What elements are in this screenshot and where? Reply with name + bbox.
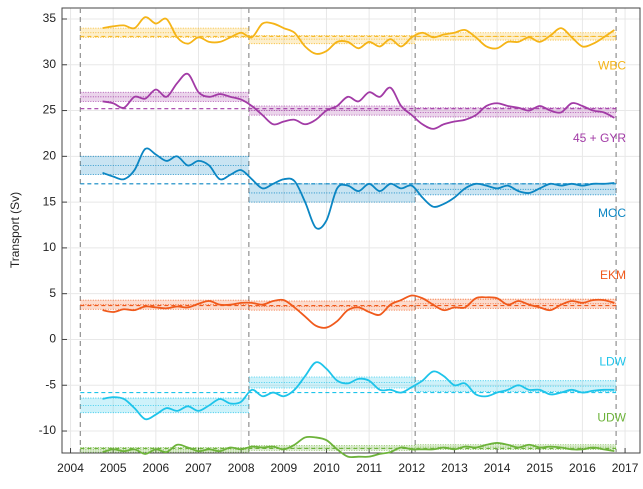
y-tick-label: 30: [43, 57, 57, 71]
x-tick-label: 2013: [441, 461, 468, 475]
period-band: [248, 35, 416, 44]
series-line: [102, 16, 615, 55]
y-tick-label: 25: [43, 103, 57, 117]
period-band: [80, 447, 249, 453]
series-label: MOC: [598, 206, 626, 220]
series-label: LDW: [599, 355, 626, 369]
y-tick-label: 10: [43, 240, 57, 254]
series-line: [102, 147, 615, 230]
period-band: [80, 300, 249, 310]
y-tick-label: 0: [49, 332, 56, 346]
series-label: WBC: [598, 59, 626, 73]
series-line: [102, 294, 615, 329]
plot-frame: [61, 7, 641, 454]
y-tick-label: 15: [43, 194, 57, 208]
period-band: [248, 301, 416, 311]
series-label: EKM: [600, 268, 626, 282]
series-line: [102, 361, 615, 421]
x-tick-label: 2017: [612, 461, 639, 475]
period-band: [80, 398, 249, 413]
x-tick-label: 2008: [228, 461, 255, 475]
y-tick-label: 35: [43, 11, 57, 25]
x-tick-label: 2011: [356, 461, 382, 475]
y-tick-label: -5: [45, 377, 56, 391]
x-tick-label: 2015: [526, 461, 553, 475]
x-tick-label: 2005: [100, 461, 127, 475]
period-band: [80, 28, 249, 38]
series-line: [102, 72, 615, 130]
period-band: [80, 156, 249, 175]
series-line: [102, 435, 615, 459]
x-tick-label: 2014: [484, 461, 511, 475]
x-tick-label: 2009: [270, 461, 297, 475]
series-label: UDW: [597, 411, 626, 425]
series-label: 45 + GYR: [573, 131, 626, 145]
x-tick-label: 2007: [185, 461, 212, 475]
y-tick-label: -10: [39, 423, 57, 437]
x-tick-label: 2016: [569, 461, 596, 475]
y-axis-label: Transport (Sv): [8, 192, 22, 268]
y-tick-label: 5: [49, 286, 56, 300]
x-tick-label: 2006: [142, 461, 169, 475]
x-tick-label: 2004: [57, 461, 84, 475]
x-tick-label: 2010: [313, 461, 340, 475]
x-tick-label: 2012: [398, 461, 425, 475]
y-tick-label: 20: [43, 149, 57, 163]
